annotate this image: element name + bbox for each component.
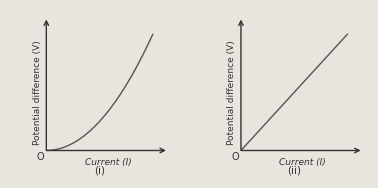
Text: O: O bbox=[37, 152, 44, 162]
Text: Current (I): Current (I) bbox=[279, 158, 326, 167]
Text: Current (I): Current (I) bbox=[85, 158, 132, 167]
Text: (ii): (ii) bbox=[287, 166, 301, 176]
Text: (i): (i) bbox=[94, 166, 105, 176]
Text: Potential difference (V): Potential difference (V) bbox=[33, 40, 42, 145]
Text: Potential difference (V): Potential difference (V) bbox=[228, 40, 236, 145]
Text: O: O bbox=[231, 152, 239, 162]
